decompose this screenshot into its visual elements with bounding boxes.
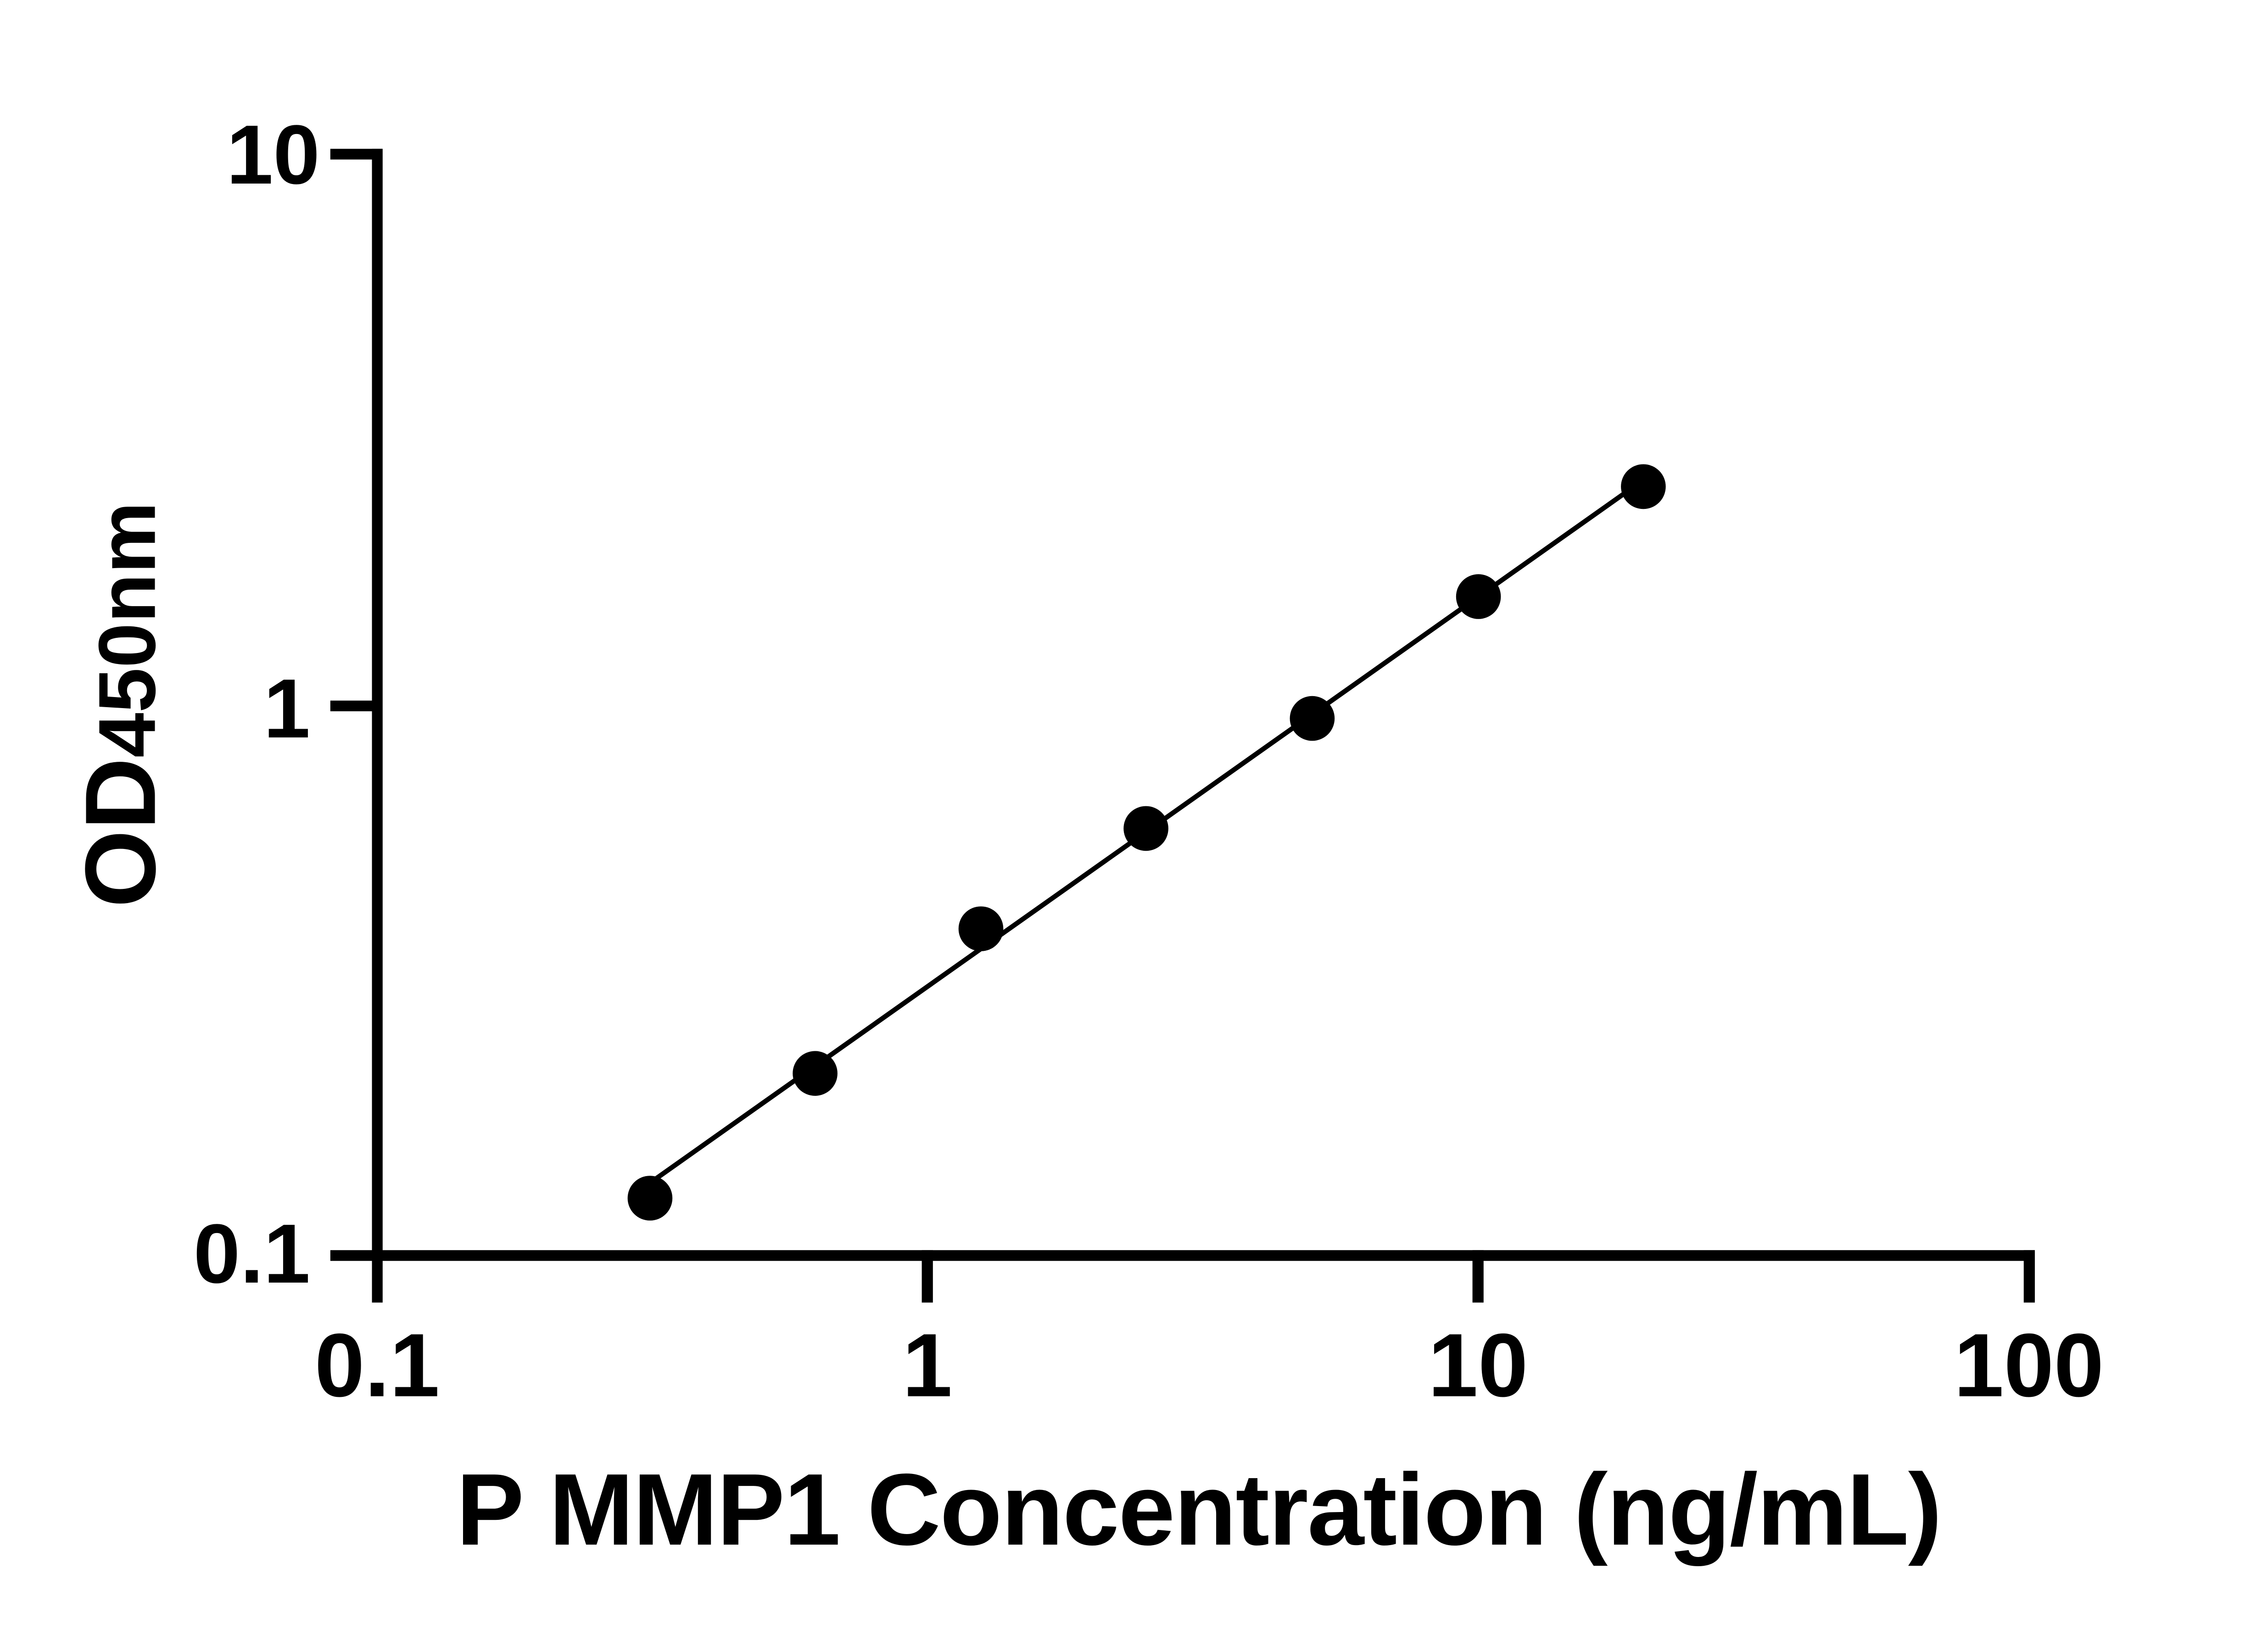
svg-text:OD450nm: OD450nm [65, 502, 177, 908]
svg-text:0.1: 0.1 [315, 1315, 440, 1416]
svg-text:10: 10 [226, 107, 320, 201]
svg-text:1: 1 [263, 661, 310, 755]
svg-text:100: 100 [1954, 1315, 2104, 1416]
svg-text:0.1: 0.1 [194, 1206, 310, 1300]
svg-text:1: 1 [902, 1315, 952, 1416]
svg-text:10: 10 [1428, 1315, 1528, 1416]
svg-text:P MMP1 Concentration (ng/mL): P MMP1 Concentration (ng/mL) [456, 1453, 1941, 1567]
